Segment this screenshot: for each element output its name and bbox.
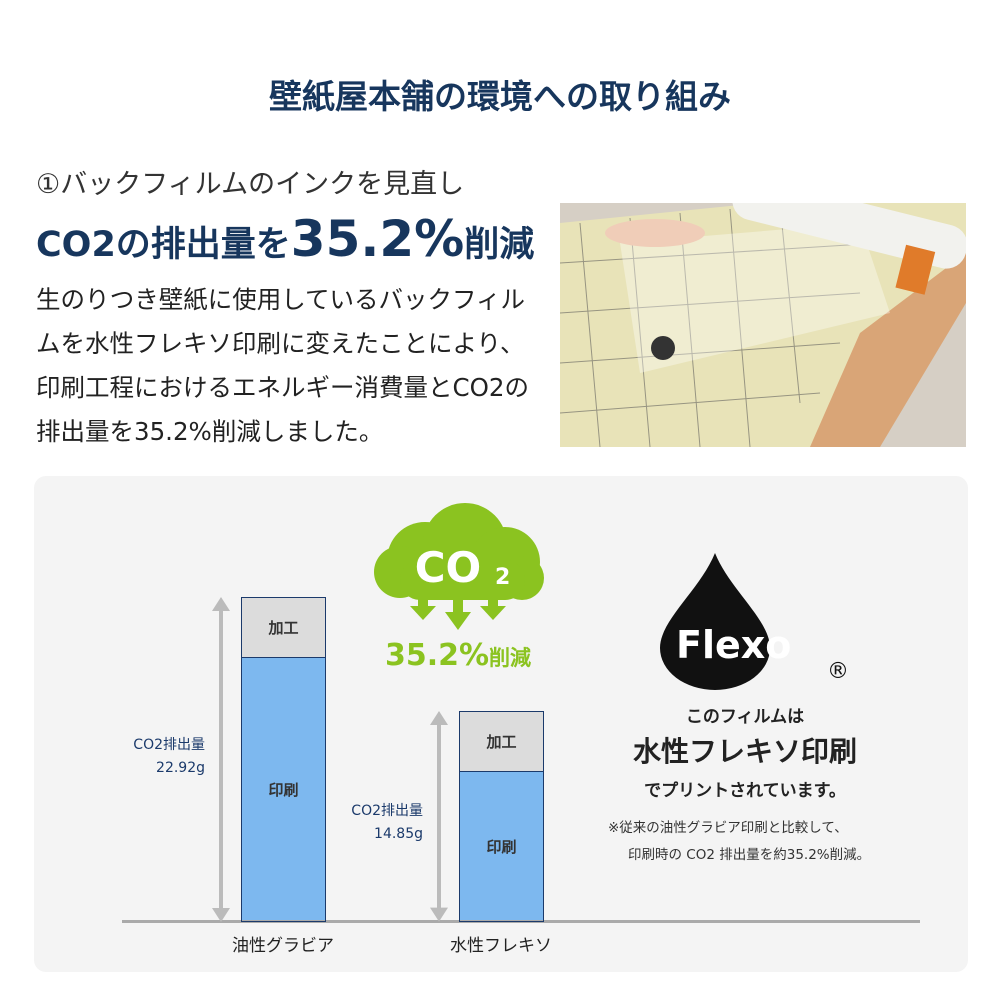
segment-kakou: 加工	[242, 598, 325, 658]
co2-reduction: 35.2%削減	[358, 638, 558, 673]
headline-post: 削減	[464, 225, 535, 265]
section-body: 生のりつき壁紙に使用しているバックフィルムを水性フレキソ印刷に変えたことにより、…	[36, 285, 529, 446]
total-label: CO2排出量 14.85g	[351, 802, 423, 842]
co2-subscript: 2	[495, 565, 510, 590]
section-subtitle: ①バックフィルムのインクを見直し	[36, 169, 465, 200]
segment-kakou: 加工	[460, 712, 543, 773]
flexo-line3: でプリントされています。	[644, 781, 846, 801]
flexo-line2: 水性フレキソ印刷	[632, 735, 857, 768]
flexo-note2: 印刷時の CO2 排出量を約35.2%削減。	[628, 847, 871, 863]
segment-insatsu: 印刷	[460, 772, 543, 920]
bar-2: 加工 印刷	[459, 711, 544, 922]
co2-cloud-icon: CO 2	[374, 503, 544, 630]
category-label: 油性グラビア	[232, 936, 334, 956]
headline-pre: CO2の排出量を	[36, 225, 291, 265]
double-arrow-icon	[430, 711, 448, 922]
flexo-logo-text: Flexo	[676, 623, 791, 667]
section-headline: CO2の排出量を35.2%削減	[36, 210, 534, 268]
flexo-drop-icon: Flexo ®	[660, 553, 849, 690]
flexo-note1: ※従来の油性グラビア印刷と比較して、	[608, 820, 848, 836]
total-label: CO2排出量 22.92g	[133, 736, 205, 776]
registered-mark: ®	[827, 659, 849, 684]
co2-label: CO	[415, 543, 482, 592]
co2-reduction-value: 35.2%	[384, 638, 490, 673]
bar-1: 加工 印刷	[241, 597, 326, 922]
flexo-line1: このフィルムは	[685, 707, 805, 727]
wallpaper-roll-photo	[560, 203, 966, 447]
category-label: 水性フレキソ	[450, 936, 552, 956]
double-arrow-icon	[212, 597, 230, 922]
headline-value: 35.2%	[290, 210, 465, 268]
co2-reduction-suffix: 削減	[489, 646, 532, 670]
segment-insatsu: 印刷	[242, 658, 325, 920]
page-title: 壁紙屋本舗の環境への取り組み	[269, 77, 731, 116]
